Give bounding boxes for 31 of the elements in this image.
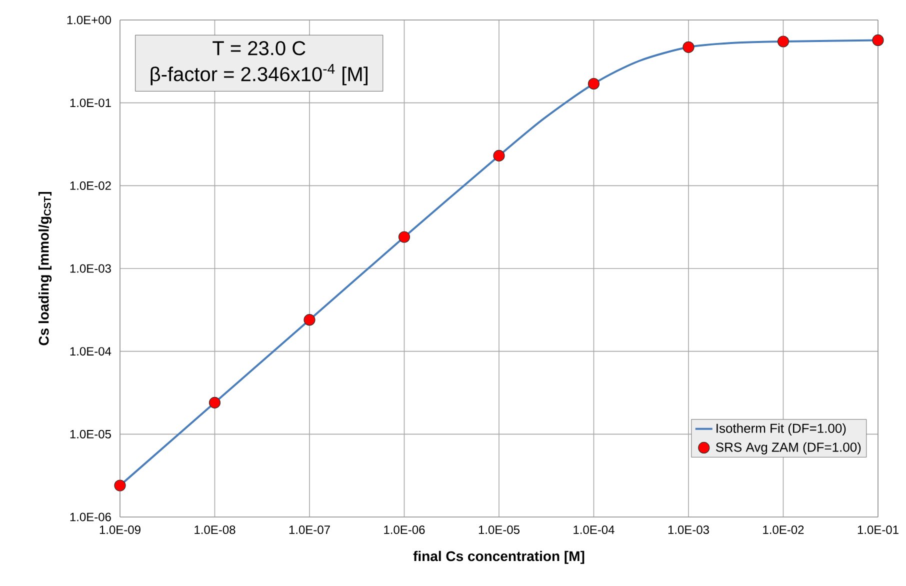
annotation: β-factor = 2.346x10$^{-4}$ [M] — [150, 64, 368, 86]
point — [398, 231, 410, 243]
point — [872, 34, 884, 46]
y-tick-label: 1.0E+00 — [67, 16, 111, 24]
annotation: T = 23.0 C — [212, 41, 306, 56]
y-tick-label: 1.0E-03 — [70, 264, 111, 273]
x-tick-label: 1.0E-01 — [858, 526, 898, 534]
x-tick-label: 1.0E-08 — [194, 526, 236, 534]
point — [493, 150, 505, 162]
y-tick-label: 1.0E-01 — [70, 98, 111, 108]
x-tick-label: 1.0E-06 — [384, 526, 425, 534]
point — [114, 480, 126, 492]
x-tick-label: 1.0E-09 — [100, 526, 140, 534]
x-tick-label: 1.0E-04 — [574, 526, 614, 534]
point — [777, 36, 790, 48]
y-tick-label: 1.0E-04 — [70, 347, 112, 356]
legend-label: Isotherm Fit (DF=1.00) — [716, 423, 846, 436]
x-tick-label: 1.0E-02 — [763, 526, 804, 534]
point — [208, 396, 221, 408]
x-tick-label: 1.0E-07 — [289, 526, 330, 534]
x-tick-label: 1.0E-05 — [478, 526, 520, 534]
y-tick-label: 1.0E-06 — [70, 512, 111, 522]
y-tick-label: 1.0E-05 — [70, 430, 111, 438]
y-tick-label: 1.0E-02 — [70, 181, 111, 190]
legend-label: SRS Avg ZAM (DF=1.00) — [716, 442, 861, 454]
y-axis-title: Cs loading [mmol/g$_{CST}$] — [38, 192, 52, 346]
x-axis-title: final Cs concentration [M] — [413, 550, 584, 564]
point — [682, 41, 694, 53]
point — [588, 78, 600, 90]
x-tick-label: 1.0E-03 — [668, 526, 709, 534]
point — [304, 314, 316, 326]
